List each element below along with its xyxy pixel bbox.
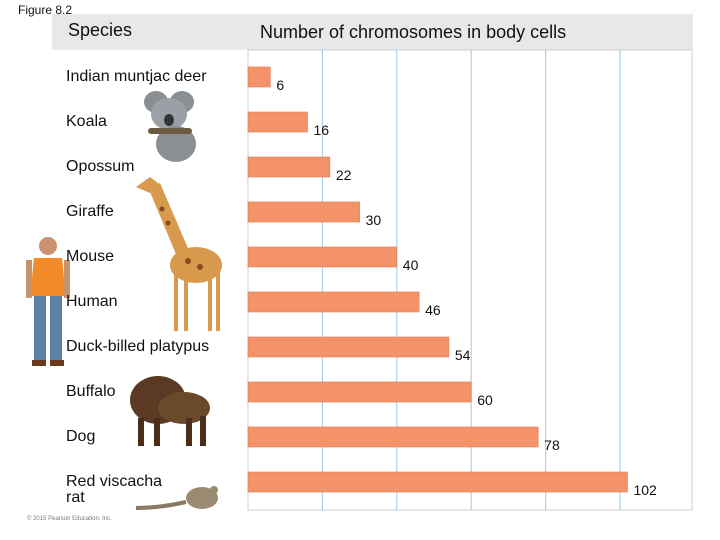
chart-column-header: Number of chromosomes in body cells: [247, 14, 693, 50]
bar-value-label: 60: [477, 392, 493, 408]
bar-value-label: 46: [425, 302, 441, 318]
bar-value-label: 40: [403, 257, 419, 273]
bar-value-label: 22: [336, 167, 352, 183]
bar-koala: [247, 111, 308, 133]
species-column: [52, 50, 247, 510]
species-name: Duck-billed platypus: [66, 338, 210, 355]
species-name: Mouse: [66, 248, 115, 265]
rat-icon: [135, 486, 218, 510]
species-column-header: Species: [52, 14, 247, 50]
bar-value-label: 16: [314, 122, 330, 138]
species-name: Dog: [66, 428, 96, 445]
bar-value-label: 102: [633, 482, 657, 498]
species-name: Giraffe: [66, 203, 114, 220]
species-name: Opossum: [66, 158, 135, 175]
buffalo-icon: [130, 376, 210, 446]
bar-mouse: [247, 246, 398, 268]
species-name: Human: [66, 293, 118, 310]
giraffe-icon: [136, 177, 222, 331]
bar-buffalo: [247, 381, 472, 403]
species-name: Red viscacha rat: [66, 473, 163, 506]
bar-value-label: 78: [544, 437, 560, 453]
bar-duck-billed-platypus: [247, 336, 450, 358]
copyright-notice: © 2015 Pearson Education, Inc.: [27, 516, 112, 522]
species-name: Koala: [66, 113, 107, 130]
species-header-text: Species: [68, 20, 133, 40]
bar-red-viscacha-rat: [247, 471, 628, 493]
species-name: Indian muntjac deer: [66, 68, 207, 85]
bar-indian-muntjac-deer: [247, 66, 271, 88]
bar-dog: [247, 426, 539, 448]
bar-opossum: [247, 156, 331, 178]
human-icon: [26, 237, 70, 366]
species-name: Buffalo: [66, 383, 116, 400]
figure-label: Figure 8.2: [18, 3, 73, 17]
bar-value-label: 30: [366, 212, 382, 228]
koala-icon: [144, 91, 196, 162]
bar-human: [247, 291, 420, 313]
bar-giraffe: [247, 201, 360, 223]
bar-value-label: 54: [455, 347, 471, 363]
bar-value-label: 6: [276, 77, 284, 93]
chart-title: Number of chromosomes in body cells: [260, 22, 567, 42]
